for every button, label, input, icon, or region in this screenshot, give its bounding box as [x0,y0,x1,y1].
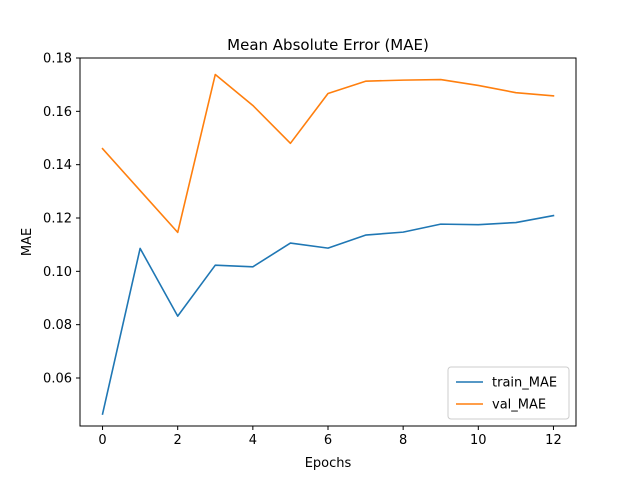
x-tick-label: 6 [324,433,332,448]
y-axis-ticks: 0.06 0.08 0.10 0.12 0.14 0.16 0.18 [43,52,80,387]
y-tick-label: 0.08 [43,318,72,333]
x-tick-label: 0 [98,433,106,448]
legend-box [447,366,570,420]
series-line-train_MAE [101,214,555,415]
chart-title: Mean Absolute Error (MAE) [227,36,429,54]
y-axis-label: MAE [20,228,35,256]
x-tick-label: 10 [470,433,487,448]
y-tick-label: 0.12 [43,212,72,227]
x-tick-label: 12 [545,433,562,448]
legend: train_MAE val_MAE [447,366,570,420]
legend-label: train_MAE [492,376,557,391]
x-axis-ticks: 0 2 4 6 8 10 12 [98,426,562,448]
y-tick-label: 0.18 [43,52,72,67]
legend-label: val_MAE [492,398,546,413]
x-tick-label: 8 [399,433,407,448]
y-tick-label: 0.16 [43,105,72,120]
x-tick-label: 2 [174,433,182,448]
y-tick-label: 0.06 [43,372,72,387]
y-tick-label: 0.10 [43,265,72,280]
series-line-val_MAE [101,73,555,234]
x-tick-label: 4 [249,433,257,448]
series-layer [101,73,555,415]
y-tick-label: 0.14 [43,158,72,173]
x-axis-label: Epochs [305,456,352,471]
